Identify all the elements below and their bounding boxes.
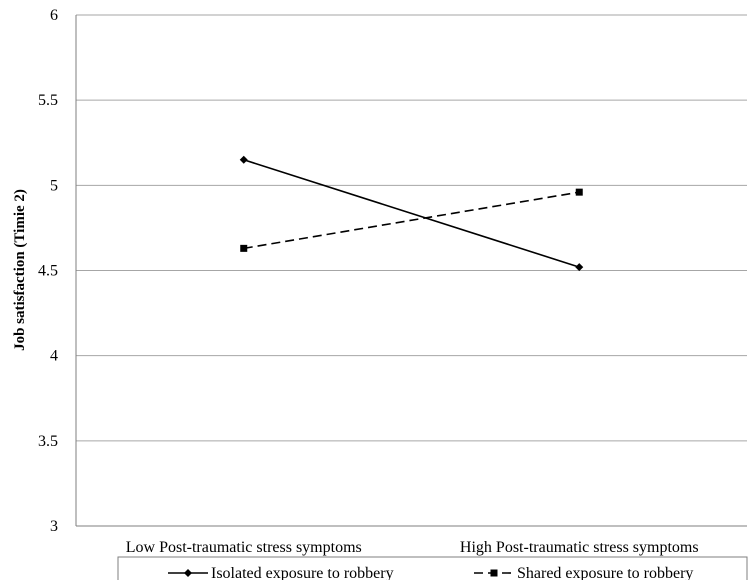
y-tick-label: 3	[50, 518, 58, 535]
y-tick-label: 6	[50, 7, 58, 24]
plot-frame	[75, 15, 747, 527]
y-tick-label: 4	[50, 348, 58, 365]
series-group	[239, 155, 584, 272]
legend-entry: Isolated exposure to robbery	[168, 565, 394, 580]
y-tick-label: 5.5	[38, 92, 58, 109]
data-point	[575, 188, 583, 196]
legend-box	[117, 556, 748, 580]
x-tick-label: Low Post-traumatic stress symptoms	[126, 539, 362, 556]
legend: Isolated exposure to robbery Shared expos…	[117, 556, 748, 580]
series-line	[243, 191, 580, 250]
data-point	[239, 155, 248, 164]
legend-label: Shared exposure to robbery	[517, 565, 693, 580]
gridlines	[76, 14, 747, 442]
y-tick-label: 3.5	[38, 433, 58, 450]
legend-marker	[490, 569, 498, 577]
data-point	[575, 263, 584, 272]
y-axis-title: Job satisfaction (Timie 2)	[12, 189, 28, 351]
data-point	[240, 244, 248, 252]
x-axis-ticks: Low Post-traumatic stress symptoms High P…	[126, 539, 699, 556]
series-2	[240, 188, 583, 252]
x-tick-label: High Post-traumatic stress symptoms	[460, 539, 699, 556]
legend-label: Isolated exposure to robbery	[211, 565, 394, 580]
series-line	[243, 159, 580, 268]
y-tick-label: 4.5	[38, 263, 58, 280]
y-axis-ticks: 3 3.5 4 4.5 5 5.5 6	[38, 7, 58, 535]
legend-marker	[184, 569, 192, 577]
series-1	[239, 155, 584, 272]
legend-entry: Shared exposure to robbery	[474, 565, 693, 580]
y-tick-label: 5	[50, 177, 58, 194]
